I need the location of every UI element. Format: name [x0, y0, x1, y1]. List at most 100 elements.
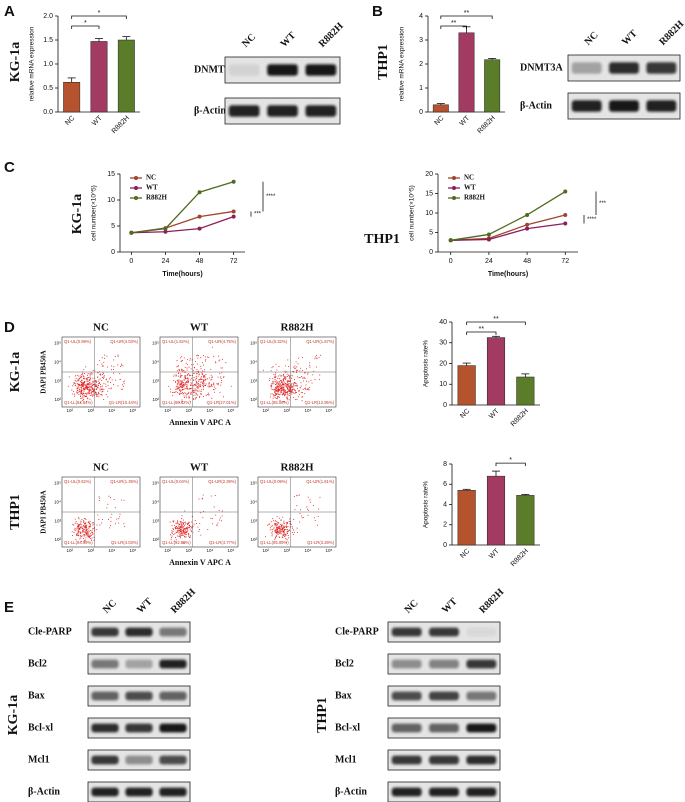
flow-dot	[219, 519, 220, 521]
flow-dot	[83, 376, 85, 378]
flow-dot	[215, 388, 217, 390]
blot-band	[429, 627, 459, 637]
flow-dot	[77, 388, 78, 390]
flow-dot	[281, 387, 283, 389]
flow-dot	[95, 529, 97, 531]
blot-label: β-Actin	[520, 100, 552, 111]
flow-dot	[180, 384, 182, 385]
flow-dot	[89, 385, 91, 387]
flow-dot	[276, 389, 278, 391]
flow-dot	[220, 382, 222, 384]
flow-dot	[276, 394, 278, 395]
blot-band	[159, 787, 187, 797]
flow-dot	[281, 529, 283, 531]
flow-dot	[283, 384, 285, 386]
flow-dot	[196, 363, 198, 365]
flow-dot	[189, 524, 191, 526]
blot-band	[466, 755, 497, 765]
flow-dot	[196, 390, 198, 392]
flow-dot	[309, 365, 311, 367]
flow-dot	[195, 385, 197, 387]
flow-dot	[296, 376, 298, 378]
flow-dot	[203, 511, 205, 512]
flow-dot	[171, 537, 172, 538]
flow-dot	[289, 379, 291, 381]
flow-dot	[275, 398, 277, 399]
flow-dot	[170, 388, 171, 390]
flow-dot	[83, 373, 85, 374]
flow-dot	[307, 508, 308, 510]
y-axis-label: cell number(×10^5)	[409, 185, 416, 241]
flow-dot	[273, 393, 275, 395]
flow-dot	[108, 519, 109, 520]
flow-dot	[97, 364, 99, 366]
flow-y-tick: 10³	[54, 518, 61, 523]
flow-dot	[175, 522, 177, 524]
flow-dot	[101, 379, 103, 381]
flow-dot	[198, 373, 200, 375]
flow-x-tick: 10⁵	[228, 408, 235, 413]
flow-dot	[178, 524, 180, 526]
flow-dot	[275, 377, 276, 378]
flow-dot	[200, 384, 202, 386]
flow-dot	[275, 372, 277, 374]
quadrant-label: Q1-UR(4.75%)	[208, 339, 236, 344]
point	[525, 222, 530, 227]
flow-dot	[187, 380, 189, 381]
flow-dot	[121, 499, 122, 501]
flow-dot	[195, 383, 197, 385]
flow-dot	[193, 390, 195, 392]
flow-dot	[75, 383, 77, 385]
flow-dot	[213, 356, 215, 357]
flow-dot	[276, 398, 278, 400]
flow-dot	[75, 378, 77, 380]
flow-dot	[188, 521, 190, 523]
flow-dot	[84, 525, 86, 527]
flow-dot	[316, 358, 318, 360]
flow-dot	[77, 379, 79, 381]
flow-dot	[273, 383, 275, 385]
flow-dot	[181, 518, 183, 520]
flow-y-tick: 10⁵	[54, 340, 61, 345]
flow-dot	[292, 392, 294, 394]
flow-dot	[186, 387, 188, 389]
flow-dot	[95, 392, 97, 394]
flow-dot	[178, 531, 180, 533]
flow-dot	[276, 526, 278, 528]
flow-dot	[179, 369, 180, 371]
flow-dot	[215, 362, 217, 364]
flow-dot	[275, 384, 277, 386]
flow-dot	[84, 518, 86, 520]
flow-dot	[188, 391, 190, 393]
flow-dot	[210, 495, 212, 497]
flow-dot	[92, 524, 94, 526]
lane-label: WT	[278, 30, 298, 50]
y-tick-label: 6	[443, 481, 447, 488]
flow-dot	[87, 393, 89, 395]
flow-dot	[187, 388, 189, 390]
flow-dot	[192, 525, 193, 527]
flow-dot	[86, 528, 88, 530]
flow-dot	[184, 392, 186, 394]
flow-dot	[276, 382, 278, 384]
flow-dot	[177, 520, 179, 522]
flow-dot	[178, 386, 180, 388]
flow-dot	[275, 530, 277, 532]
flow-dot	[187, 529, 189, 531]
flow-dot	[187, 523, 189, 525]
flow-dot	[282, 383, 283, 385]
flow-dot	[272, 518, 274, 520]
flow-dot	[200, 393, 202, 395]
x-tick-label: 0	[129, 258, 133, 265]
flow-y-tick: 10²	[152, 537, 159, 542]
flow-dot	[89, 384, 91, 386]
flow-dot	[186, 384, 188, 386]
flow-dot	[98, 519, 100, 520]
flow-dot	[88, 526, 90, 528]
flow-dot	[279, 383, 281, 385]
bar	[63, 81, 81, 113]
flow-dot	[209, 383, 210, 385]
flow-dot	[86, 388, 88, 390]
flow-dot	[108, 495, 110, 497]
flow-dot	[97, 384, 99, 386]
